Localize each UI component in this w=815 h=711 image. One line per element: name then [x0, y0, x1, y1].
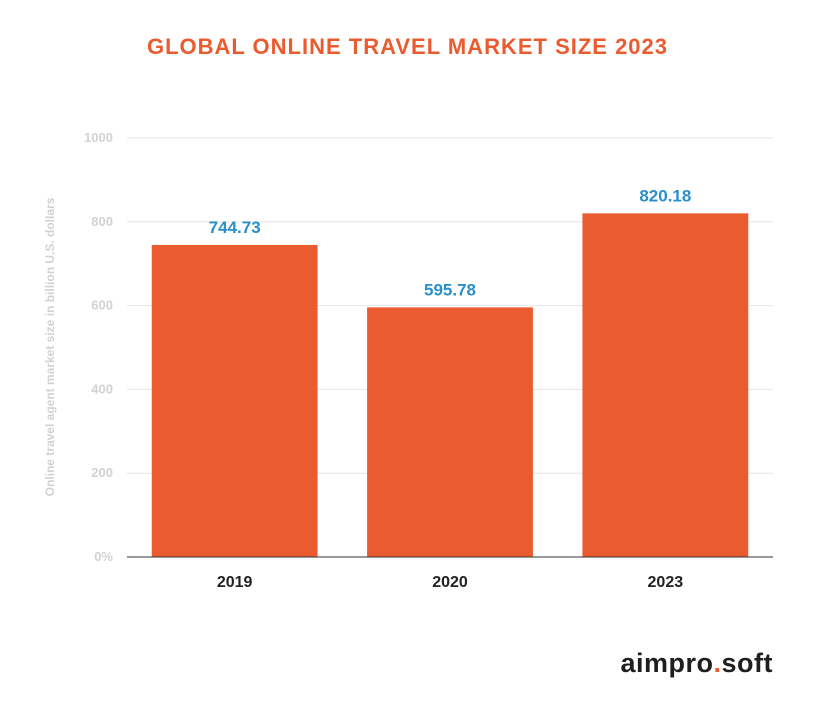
chart-title: GLOBAL ONLINE TRAVEL MARKET SIZE 2023	[146, 34, 669, 59]
x-tick-label-2019: 2019	[217, 574, 253, 591]
y-tick-label: 600	[91, 298, 113, 313]
data-labels: 744.73 595.78 820.18	[209, 186, 692, 299]
y-tick-label: 400	[91, 381, 113, 396]
bar-2020	[367, 307, 533, 557]
bar-2023	[582, 213, 749, 557]
x-tick-label-2023: 2023	[648, 574, 684, 591]
data-label-2019: 744.73	[209, 218, 261, 237]
brand-logo: aimpro.soft	[620, 648, 773, 679]
logo-dot: .	[713, 648, 722, 678]
bars	[151, 213, 749, 557]
y-tick-label: 1000	[84, 130, 113, 145]
x-tick-label-2020: 2020	[432, 574, 468, 591]
y-tick-label: 0%	[94, 549, 113, 564]
y-tick-label: 800	[91, 214, 113, 229]
bar-chart: 0% 200 400 600 800 1000 744.73 595.78 820.18 20…	[43, 130, 773, 591]
bar-2019	[151, 244, 318, 557]
y-axis-ticks: 0% 200 400 600 800 1000	[84, 130, 113, 564]
y-axis-label: Online travel agent market size in billi…	[43, 197, 57, 496]
y-tick-label: 200	[91, 465, 113, 480]
logo-text-part2: soft	[721, 648, 773, 678]
data-label-2023: 820.18	[639, 186, 691, 205]
x-axis-ticks: 2019 2020 2023	[217, 574, 683, 591]
logo-text-part1: aimpro	[620, 648, 714, 678]
data-label-2020: 595.78	[424, 280, 476, 299]
